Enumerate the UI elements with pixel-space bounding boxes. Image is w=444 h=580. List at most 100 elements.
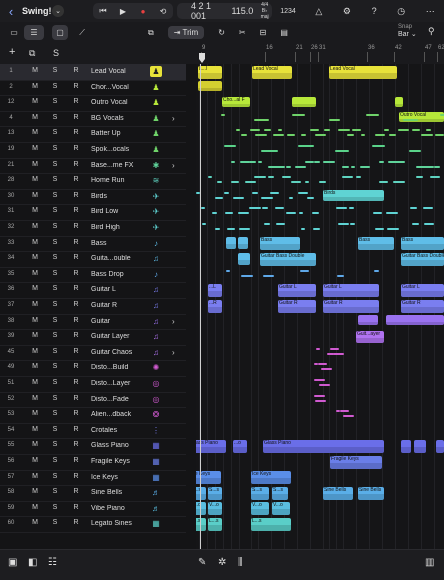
region[interactable]: Bass <box>401 237 444 251</box>
clipboard-icon[interactable]: ▤ <box>280 28 288 37</box>
playhead-handle[interactable] <box>199 53 205 63</box>
track-name[interactable]: Ice Keys <box>91 473 118 481</box>
region[interactable]: V...o <box>196 502 206 516</box>
solo-button[interactable]: S <box>52 410 58 418</box>
track-row[interactable]: 55 M S R Glass Piano ▦ <box>0 438 196 455</box>
track-name[interactable]: Legato Sines <box>91 520 132 528</box>
track-name[interactable]: Crotales <box>91 426 118 434</box>
mute-button[interactable]: M <box>32 82 38 90</box>
track-row[interactable]: 34 M S R Guita...ouble ♫ <box>0 251 196 268</box>
mixer-icon[interactable]: ☷ <box>48 557 57 568</box>
region[interactable]: S...s <box>196 486 206 500</box>
solo-button[interactable]: S <box>52 457 58 464</box>
cycle-button[interactable]: ⟲ <box>159 6 167 16</box>
record-enable-button[interactable]: R <box>73 160 79 168</box>
track-row[interactable]: 51 M S R Disto...Layer ◎ <box>0 376 196 393</box>
region[interactable]: Glass Piano <box>263 439 384 453</box>
region[interactable] <box>226 237 236 250</box>
solo-button[interactable]: S <box>52 176 58 184</box>
copy-icon[interactable]: ⧉ <box>148 27 154 37</box>
track-name[interactable]: Guita...ouble <box>91 255 131 263</box>
mute-button[interactable]: M <box>32 363 38 371</box>
record-enable-button[interactable]: R <box>73 207 79 215</box>
solo-button[interactable]: S <box>52 394 58 402</box>
chevron-left-icon[interactable]: ‹ <box>8 3 14 19</box>
record-enable-button[interactable]: R <box>73 316 79 324</box>
automation-icon[interactable]: ⟋ <box>79 27 85 37</box>
track-row[interactable]: 35 M S R Bass Drop ♪ <box>0 267 196 284</box>
solo-button[interactable]: S <box>52 82 58 90</box>
track-row[interactable]: 52 M S R Disto...Fade ◎ <box>0 392 196 409</box>
trim-button[interactable]: ⇥ Trim <box>167 26 205 39</box>
record-enable-button[interactable]: R <box>73 410 79 418</box>
more-icon[interactable]: ⋯ <box>425 5 435 16</box>
track-name[interactable]: Bird High <box>91 224 120 231</box>
region[interactable]: Bass <box>358 237 394 251</box>
mute-button[interactable]: M <box>32 488 38 496</box>
record-enable-button[interactable]: R <box>73 145 79 152</box>
chevron-right-icon[interactable]: › <box>172 160 175 170</box>
record-enable-button[interactable]: R <box>73 67 79 74</box>
solo-button[interactable]: S <box>52 145 58 152</box>
solo-button[interactable]: S <box>52 98 58 106</box>
split-handle[interactable] <box>186 64 196 549</box>
count-in-button[interactable]: 1234 <box>280 7 296 15</box>
region[interactable]: L...s <box>196 517 206 531</box>
region[interactable]: Lead Vocal <box>329 65 397 79</box>
join-icon[interactable]: ⊟ <box>259 28 267 37</box>
clock-icon[interactable]: ◷ <box>397 5 406 16</box>
mute-button[interactable]: M <box>32 410 38 418</box>
region[interactable]: V...o <box>208 502 222 516</box>
track-name[interactable]: Chor...Vocal <box>91 83 129 91</box>
track-name[interactable]: Alien...dback <box>91 411 132 419</box>
track-row[interactable]: 49 M S R Disto...Build ✺ <box>0 360 196 377</box>
track-row[interactable]: 1 M S R Lead Vocal ♟ <box>0 64 196 81</box>
mute-button[interactable]: M <box>32 316 38 324</box>
eq-icon[interactable]: ⫼ <box>238 557 243 568</box>
track-name[interactable]: Disto...Build <box>91 364 129 372</box>
track-row[interactable]: 45 M S R Guitar Chaos ♫ › <box>0 345 196 362</box>
track-name[interactable]: Guitar Chaos <box>91 348 133 356</box>
solo-button[interactable]: S <box>52 488 58 496</box>
mute-button[interactable]: M <box>32 503 38 511</box>
mute-button[interactable]: M <box>32 285 38 293</box>
track-row[interactable]: 33 M S R Bass ♪ <box>0 236 196 253</box>
record-enable-button[interactable]: R <box>73 488 79 496</box>
record-enable-button[interactable]: R <box>73 519 79 527</box>
play-button[interactable]: ▶ <box>119 6 127 16</box>
track-name[interactable]: Guitar L <box>91 286 116 294</box>
track-name[interactable]: Vibe Piano <box>91 504 125 512</box>
track-row[interactable]: 12 M S R Outro Vocal ♟ <box>0 95 196 112</box>
region[interactable] <box>292 96 316 107</box>
track-row[interactable]: 19 M S R Spok...ocals ♟ <box>0 142 196 159</box>
solo-button[interactable]: S <box>52 332 58 340</box>
solo-button[interactable]: S <box>52 347 58 355</box>
tracks-area[interactable]: L...l Lead Vocal Lead Vocal Cho...al F Outro… <box>196 64 444 549</box>
region[interactable] <box>436 439 444 453</box>
region[interactable]: Lead Vocal <box>252 65 292 79</box>
mute-button[interactable]: M <box>32 160 38 168</box>
region[interactable]: Ice Keys <box>196 471 221 485</box>
region[interactable] <box>386 315 444 326</box>
track-name[interactable]: Home Run <box>91 177 125 185</box>
region[interactable] <box>238 237 248 250</box>
record-enable-button[interactable]: R <box>73 285 79 293</box>
region[interactable]: Guitar L <box>323 283 379 297</box>
region-view-icon[interactable]: ▢ <box>52 25 68 40</box>
mute-button[interactable]: M <box>32 457 38 464</box>
region[interactable]: Bass <box>260 237 300 251</box>
solo-button[interactable]: S <box>52 160 58 168</box>
pencil-icon[interactable]: ✎ <box>198 557 207 568</box>
region[interactable]: Cho...al F <box>222 96 250 107</box>
solo-button[interactable]: S <box>52 425 58 433</box>
track-name[interactable]: Birds <box>91 192 107 200</box>
rewind-button[interactable]: ⏮ <box>99 6 107 15</box>
track-name[interactable]: Spok...ocals <box>91 146 130 153</box>
track-name[interactable]: Base...me FX <box>91 161 134 169</box>
record-button[interactable]: ● <box>140 6 146 16</box>
mute-button[interactable]: M <box>32 441 38 449</box>
mute-button[interactable]: M <box>32 472 38 480</box>
region[interactable]: Guitar L <box>278 283 316 297</box>
project-title[interactable]: Swing! <box>22 6 52 16</box>
region[interactable]: L...l <box>198 65 222 79</box>
